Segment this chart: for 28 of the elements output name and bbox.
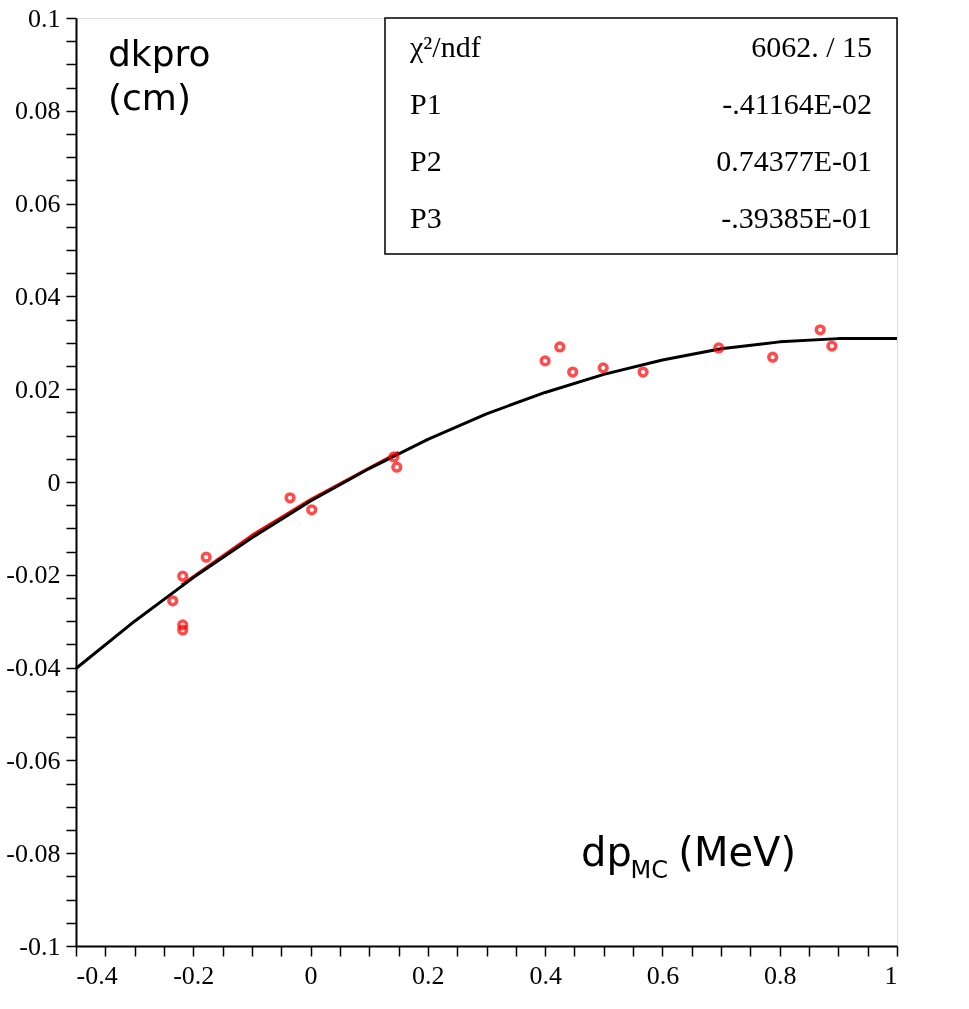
y-tick-label: -0.04 bbox=[6, 653, 61, 683]
y-tick-label: 0 bbox=[47, 467, 61, 497]
y-tick-label: -0.1 bbox=[19, 931, 61, 961]
x-tick-label: -0.2 bbox=[173, 960, 215, 990]
annotation: 0.74377E-01 bbox=[716, 144, 872, 177]
annotation: χ²/ndf bbox=[409, 30, 481, 63]
x-tick-label: 0.8 bbox=[763, 960, 797, 990]
x-tick-label: 0.2 bbox=[412, 960, 445, 990]
x-tick-label: 0.4 bbox=[529, 960, 562, 990]
x-tick-label: 0.6 bbox=[646, 960, 680, 990]
x-tick-label: 0 bbox=[304, 960, 318, 990]
y-axis-title: dkpro (cm) bbox=[108, 33, 211, 118]
y-tick-label: -0.02 bbox=[6, 560, 61, 590]
x-tick-label: -0.4 bbox=[76, 960, 118, 990]
y-tick-label: 0.08 bbox=[15, 96, 61, 126]
y-tick-label: 0.02 bbox=[15, 374, 61, 404]
y-tick-label: 0.04 bbox=[15, 281, 61, 311]
x-tick-label: 1 bbox=[884, 960, 898, 990]
annotation: P1 bbox=[410, 87, 442, 120]
annotation: P3 bbox=[410, 201, 442, 234]
y-tick-label: -0.06 bbox=[6, 745, 61, 775]
annotation: P2 bbox=[410, 144, 442, 177]
annotation: -.41164E-02 bbox=[722, 87, 872, 120]
annotation: 6062. / 15 bbox=[751, 30, 872, 63]
annotation: -.39385E-01 bbox=[721, 201, 872, 234]
y-tick-label: -0.08 bbox=[6, 838, 61, 868]
y-tick-label: 0.06 bbox=[15, 189, 61, 219]
y-tick-label: 0.1 bbox=[28, 3, 61, 33]
